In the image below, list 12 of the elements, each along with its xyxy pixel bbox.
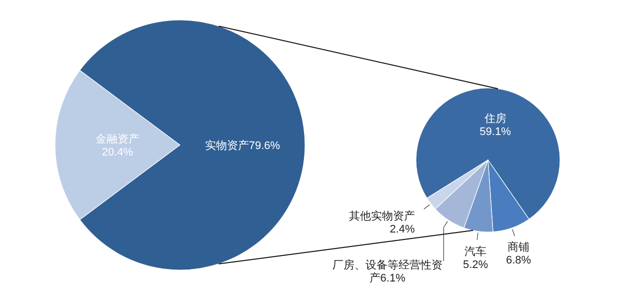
data-label: 2.4% xyxy=(390,224,416,236)
slice-label: 住房 xyxy=(484,112,506,126)
slice-label: 厂房、设备等经营性资产6.1% xyxy=(332,258,442,284)
slice-label: 商铺 xyxy=(508,240,530,254)
slice-label: 金融资产 xyxy=(96,132,140,146)
data-label: 6.8% xyxy=(506,254,532,266)
data-label: 20.4% xyxy=(102,146,134,158)
data-label: 59.1% xyxy=(480,126,512,138)
slice-label: 实物资产79.6% xyxy=(204,139,280,152)
slice-label: 其他实物资产 xyxy=(348,210,415,223)
slice-label: 汽车 xyxy=(464,244,486,258)
data-label: 5.2% xyxy=(462,258,488,271)
